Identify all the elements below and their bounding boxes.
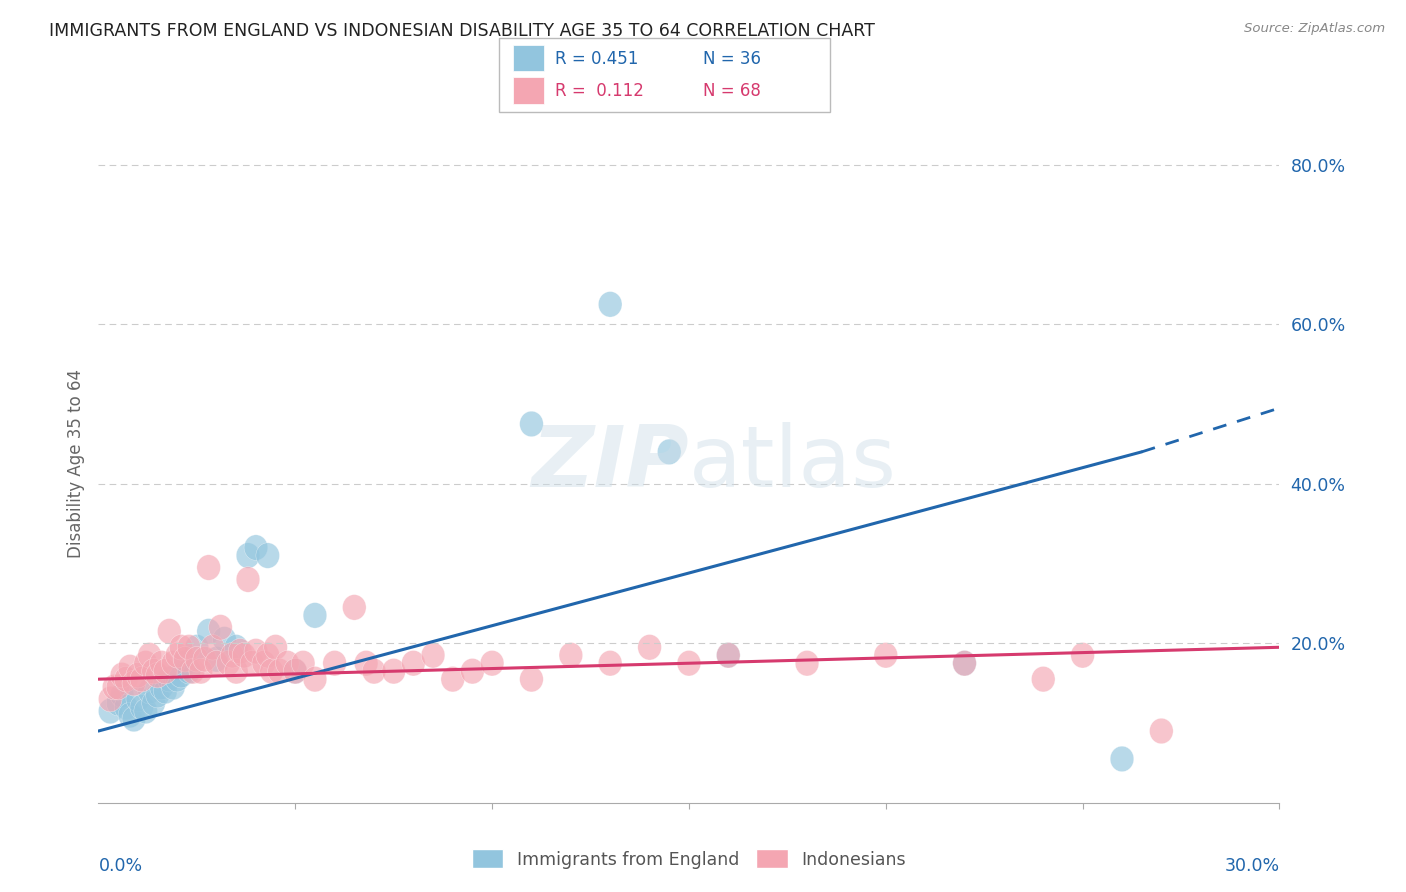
Text: IMMIGRANTS FROM ENGLAND VS INDONESIAN DISABILITY AGE 35 TO 64 CORRELATION CHART: IMMIGRANTS FROM ENGLAND VS INDONESIAN DI… <box>49 22 875 40</box>
Y-axis label: Disability Age 35 to 64: Disability Age 35 to 64 <box>66 369 84 558</box>
Text: ZIP: ZIP <box>531 422 689 506</box>
Text: Source: ZipAtlas.com: Source: ZipAtlas.com <box>1244 22 1385 36</box>
Text: R = 0.451: R = 0.451 <box>555 50 638 68</box>
Text: N = 68: N = 68 <box>703 82 761 100</box>
Text: atlas: atlas <box>689 422 897 506</box>
Text: 30.0%: 30.0% <box>1225 857 1279 875</box>
Text: 0.0%: 0.0% <box>98 857 142 875</box>
Text: N = 36: N = 36 <box>703 50 761 68</box>
Legend: Immigrants from England, Indonesians: Immigrants from England, Indonesians <box>471 849 907 869</box>
Text: R =  0.112: R = 0.112 <box>555 82 644 100</box>
